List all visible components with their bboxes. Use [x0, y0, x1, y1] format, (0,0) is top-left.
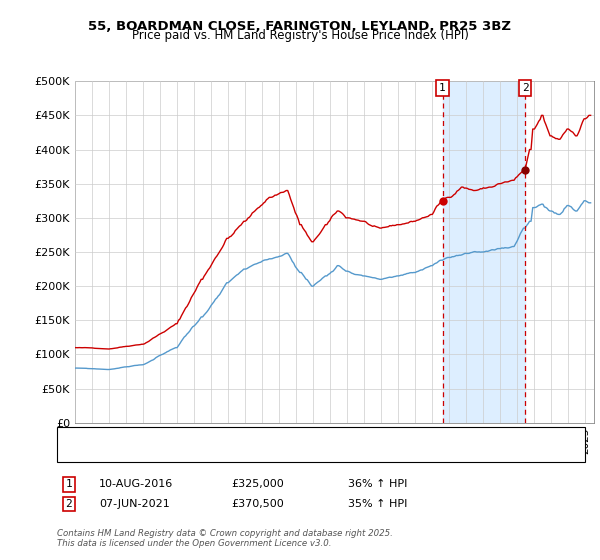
- Text: HPI: Average price, detached house, South Ribble: HPI: Average price, detached house, Sout…: [96, 449, 355, 458]
- Text: 2: 2: [522, 83, 529, 93]
- Text: Price paid vs. HM Land Registry's House Price Index (HPI): Price paid vs. HM Land Registry's House …: [131, 29, 469, 42]
- Bar: [443, 81, 525, 423]
- Text: 36% ↑ HPI: 36% ↑ HPI: [348, 479, 407, 489]
- Text: 1: 1: [65, 479, 73, 489]
- Text: 1: 1: [439, 83, 446, 93]
- Text: 10-AUG-2016: 10-AUG-2016: [99, 479, 173, 489]
- Text: 35% ↑ HPI: 35% ↑ HPI: [348, 499, 407, 509]
- Text: Contains HM Land Registry data © Crown copyright and database right 2025.
This d: Contains HM Land Registry data © Crown c…: [57, 529, 393, 548]
- Text: £370,500: £370,500: [231, 499, 284, 509]
- Text: £325,000: £325,000: [231, 479, 284, 489]
- Text: 07-JUN-2021: 07-JUN-2021: [99, 499, 170, 509]
- Text: 55, BOARDMAN CLOSE, FARINGTON, LEYLAND, PR25 3BZ (detached house): 55, BOARDMAN CLOSE, FARINGTON, LEYLAND, …: [96, 432, 487, 442]
- Text: 55, BOARDMAN CLOSE, FARINGTON, LEYLAND, PR25 3BZ: 55, BOARDMAN CLOSE, FARINGTON, LEYLAND, …: [89, 20, 511, 32]
- Text: 2: 2: [65, 499, 73, 509]
